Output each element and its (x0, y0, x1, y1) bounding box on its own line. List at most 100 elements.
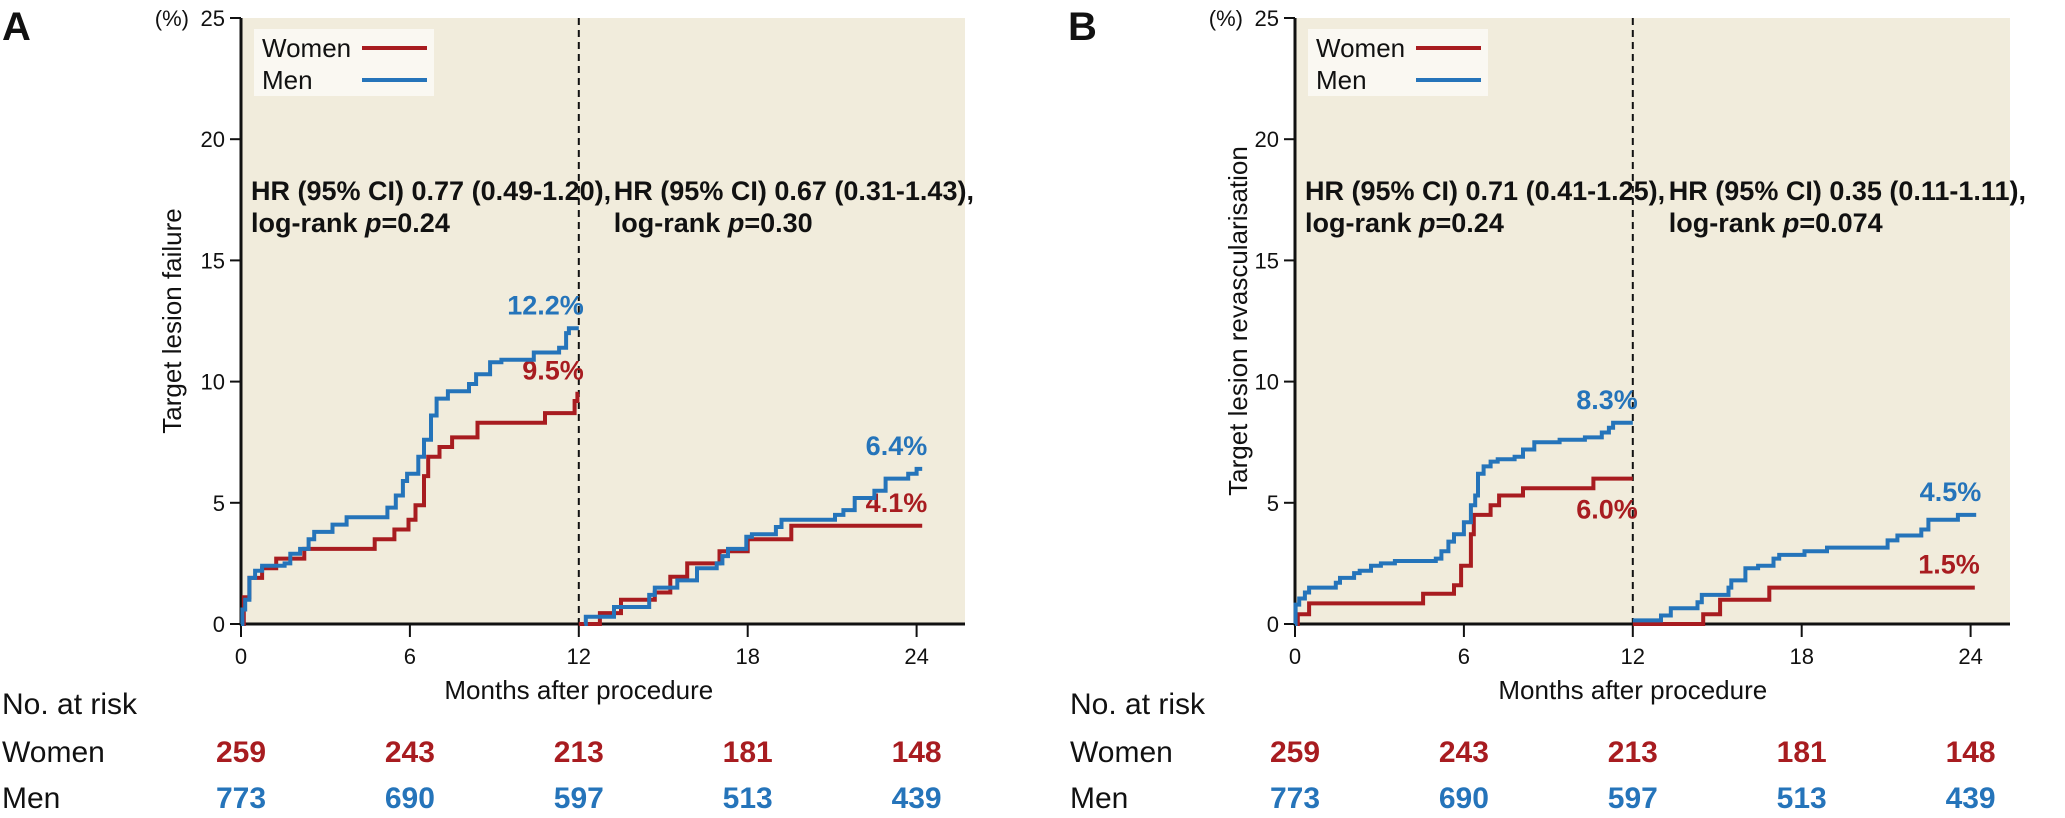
legend-label-women: Women (262, 33, 351, 63)
risk-value-men: 439 (1946, 782, 1996, 815)
risk-value-women: 148 (1946, 736, 1996, 769)
end-label-men-0-12: 8.3% (1576, 385, 1638, 415)
logrank-text: log-rank (1669, 208, 1783, 238)
km-curve-women-0-12 (1295, 476, 1633, 626)
x-tick-label: 12 (1621, 644, 1645, 669)
km-curve-men-12-24 (583, 466, 923, 626)
risk-table-title: No. at risk (1070, 688, 1206, 721)
y-tick-label: 20 (201, 127, 225, 152)
x-tick-label: 0 (235, 644, 247, 669)
panel-label: A (2, 5, 31, 49)
risk-table: No. at risk Women 259 243 213 181 148 Men 773 690… (2, 688, 942, 815)
hr-annotation-line2: log-rank p=0.24 (251, 208, 450, 238)
risk-table: No. at risk Women 259 243 213 181 148 Men 773 690… (1070, 688, 1996, 815)
p-value: =0.30 (744, 208, 812, 238)
x-tick-label: 24 (1958, 644, 1982, 669)
p-value: =0.074 (1799, 208, 1882, 238)
legend-box (254, 29, 434, 96)
risk-table-title: No. at risk (2, 688, 138, 721)
y-tick-label: 25 (201, 6, 225, 31)
y-tick-label: 0 (1267, 612, 1279, 637)
end-label-men-12-24: 6.4% (866, 431, 928, 461)
logrank-text: log-rank (1305, 208, 1419, 238)
risk-value-men: 513 (723, 782, 773, 815)
risk-value-women: 243 (385, 736, 435, 769)
end-label-men-0-12: 12.2% (507, 290, 584, 320)
y-tick-label: 10 (1255, 370, 1279, 395)
panel-label: B (1068, 5, 1097, 49)
risk-value-women: 181 (1777, 736, 1827, 769)
x-axis-label: Months after procedure (1498, 675, 1767, 705)
panel-a: A 0 5 10 15 20 25 (%) 0 6 12 18 24 Months after proce… (2, 5, 974, 815)
legend-box (1308, 29, 1488, 96)
x-tick-label: 18 (735, 644, 759, 669)
p-symbol: p (727, 208, 745, 238)
risk-value-men: 597 (554, 782, 604, 815)
x-tick-label: 24 (904, 644, 928, 669)
risk-value-women: 259 (216, 736, 266, 769)
end-label-women-0-12: 6.0% (1576, 495, 1638, 525)
risk-value-men: 773 (1270, 782, 1320, 815)
risk-value-men: 597 (1608, 782, 1658, 815)
km-curve-women-12-24 (578, 523, 923, 626)
risk-row-label-men: Men (1070, 782, 1128, 815)
y-tick-label: 5 (1267, 491, 1279, 516)
legend-label-women: Women (1316, 33, 1405, 63)
y-tick-label: 10 (201, 370, 225, 395)
risk-value-men: 439 (892, 782, 942, 815)
risk-value-women: 213 (1608, 736, 1658, 769)
risk-row-label-women: Women (1070, 736, 1173, 769)
hr-annotation-line2: log-rank p=0.30 (614, 208, 813, 238)
risk-value-women: 181 (723, 736, 773, 769)
y-tick-label: 0 (213, 612, 225, 637)
y-tick-label: 5 (213, 491, 225, 516)
risk-value-men: 513 (1777, 782, 1827, 815)
x-tick-label: 12 (567, 644, 591, 669)
y-unit-label: (%) (155, 6, 189, 31)
legend-label-men: Men (1316, 65, 1367, 95)
p-symbol: p (1782, 208, 1800, 238)
risk-row-label-men: Men (2, 782, 60, 815)
hr-annotation-line1: HR (95% CI) 0.35 (0.11-1.11), (1669, 176, 2026, 206)
km-curve-men-0-12 (240, 326, 579, 626)
end-label-men-12-24: 4.5% (1920, 477, 1982, 507)
x-axis-label: Months after procedure (444, 675, 713, 705)
risk-value-men: 690 (385, 782, 435, 815)
p-symbol: p (1418, 208, 1436, 238)
p-value: =0.24 (1436, 208, 1504, 238)
legend-label-men: Men (262, 65, 313, 95)
y-axis-label: Target lesion revascularisation (1223, 146, 1253, 496)
p-symbol: p (364, 208, 382, 238)
y-axis-label: Target lesion failure (157, 208, 187, 433)
hr-annotation-line1: HR (95% CI) 0.67 (0.31-1.43), (614, 176, 974, 206)
km-curve-women-12-24 (1632, 585, 1975, 626)
end-label-women-12-24: 1.5% (1918, 550, 1980, 580)
risk-value-women: 213 (554, 736, 604, 769)
hr-annotation-line1: HR (95% CI) 0.77 (0.49-1.20), (251, 176, 611, 206)
panel-b: B 0 5 10 15 20 25 (%) 0 6 12 18 24 Months after proce… (1068, 5, 2026, 815)
hr-annotation-line2: log-rank p=0.24 (1305, 208, 1504, 238)
hr-annotation-line1: HR (95% CI) 0.71 (0.41-1.25), (1305, 176, 1665, 206)
km-curve-men-12-24 (1632, 512, 1977, 623)
logrank-text: log-rank (251, 208, 365, 238)
y-tick-label: 15 (1255, 248, 1279, 273)
km-curve-men-0-12 (1293, 420, 1633, 626)
risk-value-women: 148 (892, 736, 942, 769)
risk-value-men: 690 (1439, 782, 1489, 815)
logrank-text: log-rank (614, 208, 728, 238)
y-tick-label: 20 (1255, 127, 1279, 152)
risk-value-women: 259 (1270, 736, 1320, 769)
p-value: =0.24 (382, 208, 450, 238)
hr-annotation-line2: log-rank p=0.074 (1669, 208, 1883, 238)
x-tick-label: 6 (404, 644, 416, 669)
x-tick-label: 0 (1289, 644, 1301, 669)
y-tick-label: 25 (1255, 6, 1279, 31)
x-tick-label: 18 (1789, 644, 1813, 669)
y-tick-label: 15 (201, 248, 225, 273)
risk-row-label-women: Women (2, 736, 105, 769)
risk-value-men: 773 (216, 782, 266, 815)
plot-background (241, 18, 965, 624)
